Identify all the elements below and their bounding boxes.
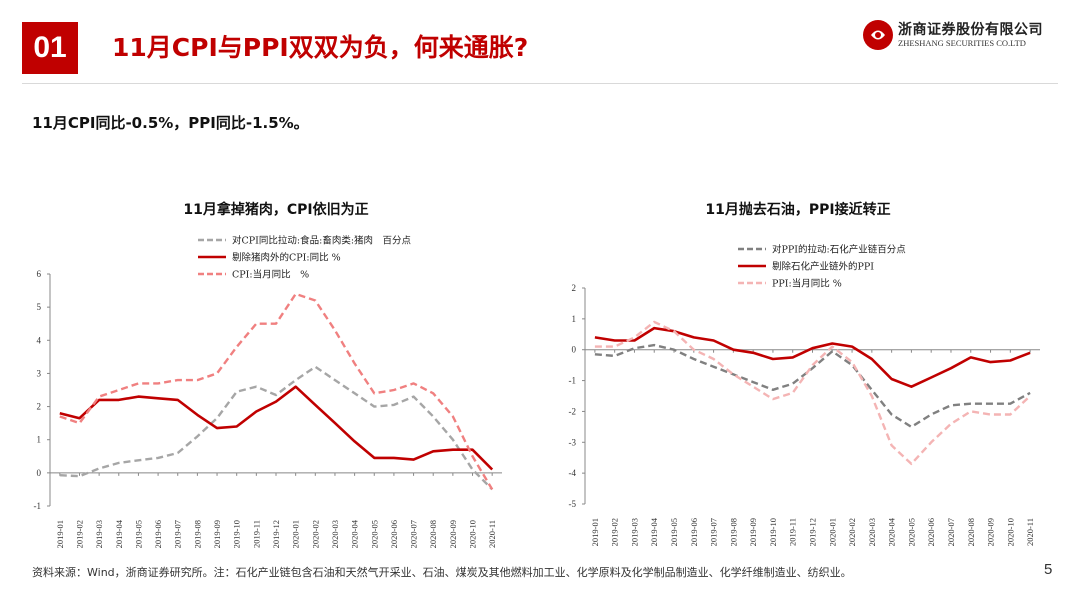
x-tick-label: 2020-06 [926, 518, 936, 546]
y-tick-label: 4 [37, 335, 42, 345]
y-tick-label: 1 [37, 435, 42, 445]
series-line-3 [594, 320, 1031, 466]
legend-label: 剔除石化产业链外的PPI [772, 261, 874, 273]
company-logo: 浙商证券股份有限公司 ZHESHANG SECURITIES CO.LTD [862, 18, 1058, 54]
y-tick-label: 2 [572, 283, 577, 293]
y-tick-label: 3 [37, 368, 42, 378]
y-tick-label: -1 [34, 501, 42, 511]
x-tick-label: 2019-10 [768, 518, 778, 546]
y-tick-label: 0 [37, 468, 42, 478]
x-tick-label: 2020-04 [350, 519, 360, 548]
x-tick-label: 2020-05 [906, 518, 916, 546]
x-tick-label: 2019-05 [133, 520, 143, 548]
x-tick-label: 2020-03 [867, 518, 877, 546]
x-tick-label: 2020-04 [887, 517, 897, 546]
x-tick-label: 2020-01 [291, 520, 301, 548]
legend-label: CPI:当月同比 % [232, 269, 309, 281]
page-title: 11月CPI与PPI双双为负，何来通胀? [112, 33, 529, 62]
x-tick-label: 2020-08 [966, 518, 976, 546]
y-tick-label: 6 [37, 269, 42, 279]
x-tick-label: 2020-07 [409, 520, 419, 548]
section-badge: 01 [22, 22, 78, 74]
x-tick-label: 2020-11 [1025, 518, 1035, 546]
y-tick-label: -4 [569, 468, 577, 478]
y-tick-label: 5 [37, 302, 42, 312]
x-tick-label: 2020-10 [468, 520, 478, 548]
y-tick-label: -1 [569, 376, 577, 386]
x-tick-label: 2019-12 [271, 520, 281, 548]
series-line-3 [59, 292, 494, 491]
x-tick-label: 2020-05 [369, 520, 379, 548]
x-tick-label: 2019-02 [610, 518, 620, 546]
x-tick-label: 2019-02 [74, 520, 84, 548]
x-tick-label: 2020-10 [1005, 518, 1015, 546]
x-tick-label: 2020-02 [847, 518, 857, 546]
x-tick-label: 2019-01 [590, 518, 600, 546]
x-tick-label: 2020-07 [946, 518, 956, 546]
x-tick-label: 2019-01 [55, 520, 65, 548]
x-tick-label: 2019-08 [192, 520, 202, 548]
logo-mark-icon [863, 20, 893, 50]
x-tick-label: 2020-01 [827, 518, 837, 546]
series-line-1 [594, 343, 1031, 429]
x-tick-label: 2020-06 [389, 520, 399, 548]
logo-text-cn: 浙商证券股份有限公司 [898, 22, 1043, 38]
x-tick-label: 2019-08 [728, 518, 738, 546]
y-tick-label: -3 [569, 437, 577, 447]
y-tick-label: -5 [569, 499, 577, 509]
x-tick-label: 2019-06 [153, 520, 163, 548]
series-line-2 [594, 326, 1031, 389]
x-tick-label: 2020-09 [448, 520, 458, 548]
x-tick-label: 2019-10 [232, 520, 242, 548]
x-tick-label: 2019-03 [94, 520, 104, 548]
legend-label: PPI:当月同比 % [772, 278, 842, 290]
x-tick-label: 2019-09 [212, 520, 222, 548]
source-note: 资料来源：Wind，浙商证券研究所。注：石化产业链包含石油和天然气开采业、石油、… [32, 566, 852, 579]
x-tick-label: 2020-09 [986, 518, 996, 546]
x-tick-label: 2019-09 [748, 518, 758, 546]
x-tick-label: 2020-11 [487, 520, 497, 548]
x-tick-label: 2019-05 [669, 518, 679, 546]
legend-label: 对PPI的拉动:石化产业链百分点 [772, 244, 906, 256]
x-tick-label: 2019-04 [114, 519, 124, 548]
series-line-2 [59, 385, 494, 471]
x-tick-label: 2019-07 [709, 518, 719, 546]
x-tick-label: 2019-11 [251, 520, 261, 548]
legend-label: 对CPI同比拉动:食品:畜肉类:猪肉 百分点 [232, 235, 412, 247]
x-tick-label: 2019-04 [649, 517, 659, 546]
y-tick-label: 1 [572, 314, 577, 324]
x-tick-label: 2019-11 [788, 518, 798, 546]
logo-text-en: ZHESHANG SECURITIES CO.LTD [898, 38, 1026, 48]
x-tick-label: 2019-12 [808, 518, 818, 546]
header-divider [22, 83, 1058, 84]
x-tick-label: 2019-07 [173, 520, 183, 548]
y-tick-label: -2 [569, 406, 577, 416]
y-tick-label: 0 [572, 345, 577, 355]
series-line-1 [59, 365, 494, 491]
page-number: 5 [1044, 561, 1053, 578]
x-tick-label: 2020-02 [310, 520, 320, 548]
x-tick-label: 2019-03 [629, 518, 639, 546]
chart-title: 11月拿掉猪肉，CPI依旧为正 [183, 201, 368, 218]
legend-label: 剔除猪肉外的CPI:同比 % [232, 252, 341, 264]
y-tick-label: 2 [37, 402, 42, 412]
x-tick-label: 2020-03 [330, 520, 340, 548]
x-tick-label: 2019-06 [689, 518, 699, 546]
summary-text: 11月CPI同比-0.5%，PPI同比-1.5%。 [32, 114, 309, 132]
chart-title: 11月抛去石油，PPI接近转正 [705, 201, 890, 218]
x-tick-label: 2020-08 [428, 520, 438, 548]
